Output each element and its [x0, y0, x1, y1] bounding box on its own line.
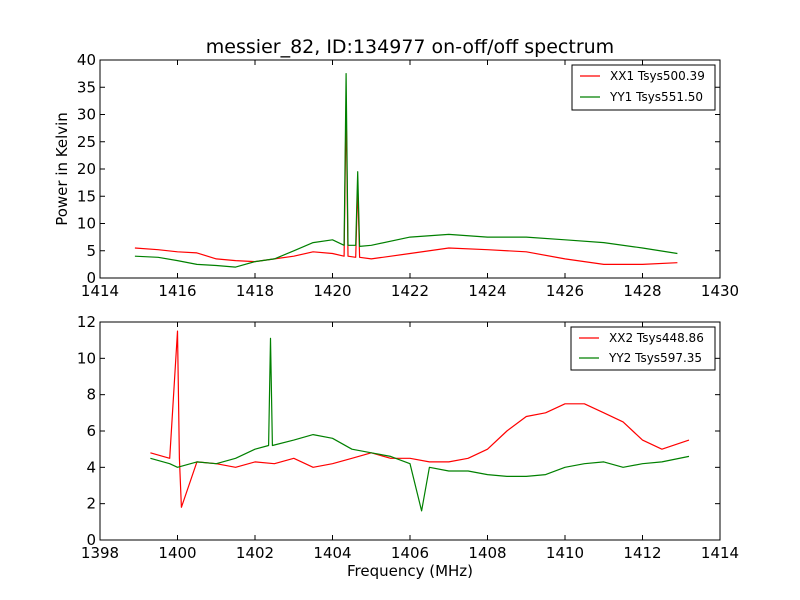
- bottom-series-group: [150, 330, 690, 512]
- bottom-x-tick-label: 1412: [623, 544, 661, 562]
- bottom-y-tick-label: 2: [86, 495, 96, 513]
- bottom-y-tick-label: 8: [86, 386, 96, 404]
- top-series-group: [134, 72, 678, 268]
- top-y-tick-label: 35: [77, 78, 96, 96]
- bottom-y-tick-label: 12: [77, 313, 96, 331]
- top-legend-label-yy1: YY1 Tsys551.50: [609, 90, 703, 104]
- top-y-tick-label: 30: [77, 106, 96, 124]
- top-x-axis: 1414 1416 1418 1420 1422 1424 1426 1428 1430: [81, 60, 739, 300]
- top-series-line-1: [134, 72, 678, 268]
- bottom-x-tick-label: 1400: [158, 544, 196, 562]
- top-x-tick-label: 1428: [623, 282, 661, 300]
- bottom-y-axis: 0 2 4 6 8 10 12: [77, 313, 720, 549]
- bottom-x-tick-label: 1406: [391, 544, 429, 562]
- top-y-tick-label: 10: [77, 215, 96, 233]
- bottom-y-tick-label: 0: [86, 531, 96, 549]
- bottom-x-axis: 1398 1400 1402 1404 1406 1408 1410 1412 1414: [81, 322, 739, 562]
- chart-title: messier_82, ID:134977 on-off/off spectru…: [206, 36, 614, 58]
- top-x-tick-label: 1420: [313, 282, 351, 300]
- bottom-x-tick-label: 1404: [313, 544, 351, 562]
- bottom-y-tick-label: 10: [77, 349, 96, 367]
- bottom-legend-label-yy2: YY2 Tsys597.35: [608, 351, 702, 365]
- top-legend-label-xx1: XX1 Tsys500.39: [610, 69, 705, 83]
- top-x-tick-label: 1424: [468, 282, 506, 300]
- top-x-tick-label: 1416: [158, 282, 196, 300]
- bottom-legend: XX2 Tsys448.86 YY2 Tsys597.35: [570, 326, 716, 371]
- top-legend: XX1 Tsys500.39 YY1 Tsys551.50: [571, 64, 716, 111]
- bottom-y-tick-label: 4: [86, 458, 96, 476]
- x-axis-label: Frequency (MHz): [347, 562, 473, 580]
- bottom-legend-box: [570, 326, 716, 371]
- top-x-tick-label: 1422: [391, 282, 429, 300]
- top-y-axis: 0 5 10 15 20 25 30 35 40: [77, 51, 720, 287]
- bottom-x-tick-label: 1414: [701, 544, 739, 562]
- top-x-tick-label: 1430: [701, 282, 739, 300]
- top-plot: 1414 1416 1418 1420 1422 1424 1426 1428 1430 051…: [53, 51, 739, 300]
- top-x-tick-label: 1426: [546, 282, 584, 300]
- bottom-x-tick-label: 1402: [236, 544, 274, 562]
- top-y-tick-label: 15: [77, 187, 96, 205]
- bottom-plot: 1398 1400 1402 1404 1406 1408 1410 1412 1414 0 2 4…: [77, 313, 739, 580]
- bottom-y-tick-label: 6: [86, 422, 96, 440]
- top-x-tick-label: 1418: [236, 282, 274, 300]
- top-y-axis-label: Power in Kelvin: [53, 112, 71, 226]
- top-x-tick-label: 1414: [81, 282, 119, 300]
- bottom-x-tick-label: 1410: [546, 544, 584, 562]
- bottom-legend-label-xx2: XX2 Tsys448.86: [609, 331, 704, 345]
- bottom-series-line-1: [150, 337, 690, 512]
- bottom-x-tick-label: 1398: [81, 544, 119, 562]
- top-y-tick-label: 40: [77, 51, 96, 69]
- top-legend-box: [571, 64, 716, 111]
- top-y-tick-label: 5: [86, 242, 96, 260]
- top-y-tick-label: 0: [86, 269, 96, 287]
- bottom-x-tick-label: 1408: [468, 544, 506, 562]
- top-y-tick-label: 20: [77, 160, 96, 178]
- top-y-tick-label: 25: [77, 133, 96, 151]
